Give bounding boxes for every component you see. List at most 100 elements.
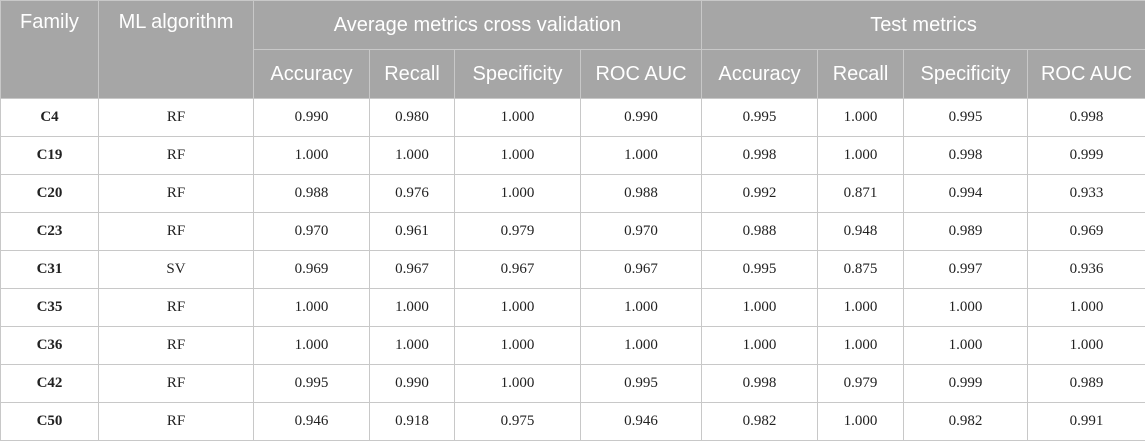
table-row: C36 RF 1.000 1.000 1.000 1.000 1.000 1.000 1.000… <box>0 326 1145 365</box>
cell-test-roc-auc: 1.000 <box>1027 288 1145 327</box>
cell-test-recall: 1.000 <box>817 98 905 137</box>
cell-test-accuracy: 0.995 <box>701 98 819 137</box>
header-cv-accuracy: Accuracy <box>253 49 370 99</box>
cell-test-specificity: 0.994 <box>903 174 1029 213</box>
header-cv-roc-auc: ROC AUC <box>579 49 703 99</box>
cell-family: C35 <box>0 288 99 327</box>
header-cv-specificity: Specificity <box>454 49 581 99</box>
cell-test-specificity: 1.000 <box>903 326 1029 365</box>
cell-cv-recall: 0.990 <box>369 364 455 403</box>
header-test-specificity: Specificity <box>903 49 1029 99</box>
table-body: C4 RF 0.990 0.980 1.000 0.990 0.995 1.000 0.995 0… <box>0 98 1145 441</box>
header-ml-algorithm: ML algorithm <box>98 0 254 99</box>
cell-cv-specificity: 0.979 <box>454 212 581 251</box>
header-test-accuracy: Accuracy <box>701 49 819 99</box>
header-family: Family <box>0 0 99 99</box>
cell-test-recall: 0.871 <box>817 174 905 213</box>
cell-family: C31 <box>0 250 99 289</box>
table-row: C20 RF 0.988 0.976 1.000 0.988 0.992 0.871 0.994… <box>0 174 1145 213</box>
header-cv-recall: Recall <box>369 49 455 99</box>
table-row: C31 SV 0.969 0.967 0.967 0.967 0.995 0.875 0.997… <box>0 250 1145 289</box>
cell-cv-accuracy: 0.946 <box>253 402 370 441</box>
cell-test-accuracy: 1.000 <box>701 288 819 327</box>
header-test-roc-auc: ROC AUC <box>1027 49 1145 99</box>
cell-test-roc-auc: 0.991 <box>1027 402 1145 441</box>
cell-test-recall: 1.000 <box>817 136 905 175</box>
cell-test-accuracy: 0.992 <box>701 174 819 213</box>
cell-test-specificity: 0.999 <box>903 364 1029 403</box>
table-row: C23 RF 0.970 0.961 0.979 0.970 0.988 0.948 0.989… <box>0 212 1145 251</box>
cell-cv-specificity: 1.000 <box>454 364 581 403</box>
cell-test-accuracy: 0.998 <box>701 364 819 403</box>
cell-test-roc-auc: 0.933 <box>1027 174 1145 213</box>
header-cv-group: Average metrics cross validation <box>252 0 703 50</box>
cell-family: C42 <box>0 364 99 403</box>
cell-cv-accuracy: 0.995 <box>253 364 370 403</box>
cell-cv-accuracy: 1.000 <box>253 136 370 175</box>
cell-test-roc-auc: 0.936 <box>1027 250 1145 289</box>
header-test-group: Test metrics <box>701 0 1145 50</box>
cell-test-roc-auc: 0.999 <box>1027 136 1145 175</box>
cell-cv-roc-auc: 0.970 <box>579 212 703 251</box>
cell-family: C36 <box>0 326 99 365</box>
cell-ml-algorithm: RF <box>98 402 254 441</box>
cell-family: C23 <box>0 212 99 251</box>
cell-test-recall: 1.000 <box>817 402 905 441</box>
cell-cv-accuracy: 0.969 <box>253 250 370 289</box>
cell-test-specificity: 0.989 <box>903 212 1029 251</box>
cell-cv-specificity: 1.000 <box>454 98 581 137</box>
cell-cv-roc-auc: 0.988 <box>579 174 703 213</box>
cell-test-recall: 1.000 <box>817 288 905 327</box>
table-row: C19 RF 1.000 1.000 1.000 1.000 0.998 1.000 0.998… <box>0 136 1145 175</box>
cell-cv-specificity: 1.000 <box>454 174 581 213</box>
cell-family: C20 <box>0 174 99 213</box>
cell-test-roc-auc: 0.969 <box>1027 212 1145 251</box>
table-row: C50 RF 0.946 0.918 0.975 0.946 0.982 1.000 0.982… <box>0 402 1145 441</box>
cell-cv-accuracy: 0.990 <box>253 98 370 137</box>
cell-test-specificity: 0.997 <box>903 250 1029 289</box>
header-row-metrics: Accuracy Recall Specificity ROC AUC Accu… <box>1 49 1145 99</box>
table-row: C42 RF 0.995 0.990 1.000 0.995 0.998 0.979 0.999… <box>0 364 1145 403</box>
cell-test-roc-auc: 1.000 <box>1027 326 1145 365</box>
header-row-groups: Family ML algorithm Average metrics cros… <box>0 0 1145 99</box>
cell-test-recall: 0.979 <box>817 364 905 403</box>
cell-ml-algorithm: RF <box>98 212 254 251</box>
table-row: C35 RF 1.000 1.000 1.000 1.000 1.000 1.000 1.000… <box>0 288 1145 327</box>
cell-ml-algorithm: RF <box>98 288 254 327</box>
cell-test-specificity: 0.995 <box>903 98 1029 137</box>
cell-family: C50 <box>0 402 99 441</box>
cell-cv-recall: 1.000 <box>369 288 455 327</box>
cell-cv-recall: 0.961 <box>369 212 455 251</box>
cell-test-specificity: 1.000 <box>903 288 1029 327</box>
cell-cv-roc-auc: 1.000 <box>579 288 703 327</box>
cell-cv-recall: 1.000 <box>369 136 455 175</box>
cell-family: C19 <box>0 136 99 175</box>
cell-cv-specificity: 1.000 <box>454 288 581 327</box>
cell-cv-recall: 0.980 <box>369 98 455 137</box>
cell-test-recall: 1.000 <box>817 326 905 365</box>
cell-cv-accuracy: 0.970 <box>253 212 370 251</box>
cell-ml-algorithm: RF <box>98 98 254 137</box>
cell-ml-algorithm: SV <box>98 250 254 289</box>
cell-test-accuracy: 0.998 <box>701 136 819 175</box>
cell-cv-specificity: 0.975 <box>454 402 581 441</box>
table-row: C4 RF 0.990 0.980 1.000 0.990 0.995 1.000 0.995 0… <box>0 98 1145 137</box>
cell-cv-specificity: 1.000 <box>454 326 581 365</box>
cell-cv-roc-auc: 0.946 <box>579 402 703 441</box>
cell-cv-roc-auc: 1.000 <box>579 326 703 365</box>
cell-test-accuracy: 0.995 <box>701 250 819 289</box>
cell-test-recall: 0.948 <box>817 212 905 251</box>
cell-cv-accuracy: 1.000 <box>253 326 370 365</box>
cell-cv-recall: 0.918 <box>369 402 455 441</box>
cell-ml-algorithm: RF <box>98 174 254 213</box>
cell-cv-accuracy: 0.988 <box>253 174 370 213</box>
cell-cv-roc-auc: 0.995 <box>579 364 703 403</box>
table-header: Family ML algorithm Average metrics cros… <box>0 0 1145 99</box>
cell-test-roc-auc: 0.989 <box>1027 364 1145 403</box>
cell-test-accuracy: 1.000 <box>701 326 819 365</box>
cell-ml-algorithm: RF <box>98 326 254 365</box>
cell-test-roc-auc: 0.998 <box>1027 98 1145 137</box>
cell-cv-recall: 1.000 <box>369 326 455 365</box>
cell-cv-accuracy: 1.000 <box>253 288 370 327</box>
